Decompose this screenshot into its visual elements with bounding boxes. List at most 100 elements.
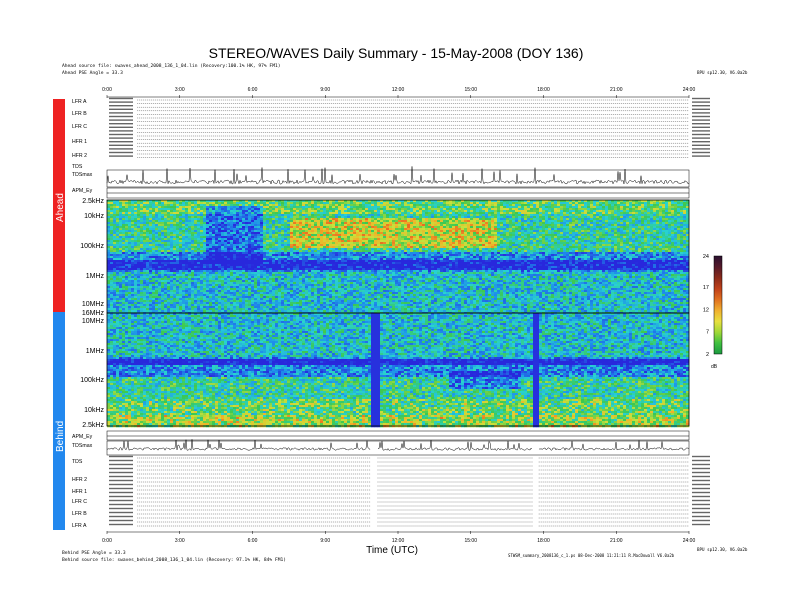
ahead-spectrogram-cell: [107, 224, 110, 226]
ahead-spectrogram-cell: [248, 300, 251, 302]
ahead-spectrogram-cell: [191, 258, 194, 260]
ahead-spectrogram-cell: [191, 238, 194, 240]
ahead-spectrogram-cell: [308, 252, 311, 254]
ahead-spectrogram-cell: [341, 222, 344, 224]
ahead-spectrogram-cell: [299, 294, 302, 296]
ahead-spectrogram-cell: [308, 282, 311, 284]
trace-range-label: [692, 116, 710, 117]
ahead-spectrogram-cell: [185, 252, 188, 254]
ahead-spectrogram-cell: [275, 204, 278, 206]
ahead-spectrogram-cell: [116, 212, 119, 214]
ahead-spectrogram-cell: [320, 214, 323, 216]
ahead-spectrogram-cell: [161, 268, 164, 270]
ahead-spectrogram-cell: [152, 226, 155, 228]
ahead-spectrogram-cell: [140, 292, 143, 294]
ahead-spectrogram-cell: [161, 226, 164, 228]
ahead-spectrogram-cell: [272, 284, 275, 286]
ahead-spectrogram-cell: [227, 258, 230, 260]
ahead-spectrogram-cell: [164, 308, 167, 310]
ahead-spectrogram-cell: [350, 230, 353, 232]
ahead-spectrogram-cell: [110, 246, 113, 248]
ahead-spectrogram-cell: [200, 230, 203, 232]
ahead-spectrogram-cell: [245, 238, 248, 240]
ahead-spectrogram-cell: [269, 298, 272, 300]
ahead-spectrogram-cell: [170, 284, 173, 286]
ahead-spectrogram-cell: [140, 228, 143, 230]
ahead-spectrogram-cell: [299, 266, 302, 268]
ahead-spectrogram-cell: [296, 278, 299, 280]
ahead-spectrogram-cell: [107, 214, 110, 216]
ahead-spectrogram-cell: [173, 244, 176, 246]
ahead-spectrogram-cell: [197, 202, 200, 204]
ahead-spectrogram-cell: [188, 282, 191, 284]
ahead-spectrogram-cell: [179, 204, 182, 206]
ahead-spectrogram-cell: [128, 284, 131, 286]
ahead-spectrogram-cell: [239, 308, 242, 310]
ahead-spectrogram-cell: [293, 252, 296, 254]
ahead-spectrogram-cell: [335, 266, 338, 268]
trace-range-label: [692, 141, 710, 142]
ahead-spectrogram-cell: [149, 288, 152, 290]
ahead-spectrogram-cell: [125, 228, 128, 230]
ahead-spectrogram-cell: [245, 290, 248, 292]
ahead-spectrogram-cell: [197, 240, 200, 242]
ahead-spectrogram-cell: [305, 262, 308, 264]
ahead-spectrogram-cell: [149, 236, 152, 238]
ahead-spectrogram-cell: [287, 294, 290, 296]
ahead-spectrogram-cell: [179, 210, 182, 212]
ahead-spectrogram-cell: [188, 220, 191, 222]
ahead-spectrogram-cell: [239, 208, 242, 210]
ahead-spectrogram-cell: [332, 246, 335, 248]
ahead-spectrogram-cell: [338, 272, 341, 274]
ahead-spectrogram-cell: [203, 224, 206, 226]
ahead-spectrogram-cell: [119, 248, 122, 250]
ahead-spectrogram-cell: [113, 224, 116, 226]
ahead-spectrogram-cell: [329, 276, 332, 278]
ahead-spectrogram-cell: [263, 262, 266, 264]
ahead-spectrogram-cell: [233, 274, 236, 276]
ahead-spectrogram-cell: [110, 224, 113, 226]
ahead-spectrogram-cell: [317, 252, 320, 254]
ahead-spectrogram-cell: [347, 278, 350, 280]
ahead-spectrogram-cell: [221, 232, 224, 234]
ahead-spectrogram-cell: [200, 252, 203, 254]
ahead-spectrogram-cell: [128, 306, 131, 308]
ahead-spectrogram-cell: [314, 228, 317, 230]
ahead-spectrogram-cell: [266, 262, 269, 264]
ahead-spectrogram-cell: [122, 260, 125, 262]
ahead-spectrogram-cell: [212, 206, 215, 208]
ahead-spectrogram-cell: [194, 278, 197, 280]
ahead-spectrogram-cell: [341, 272, 344, 274]
ahead-spectrogram-cell: [140, 308, 143, 310]
ahead-spectrogram-cell: [290, 220, 293, 222]
ahead-spectrogram-cell: [206, 256, 209, 258]
ahead-spectrogram-cell: [149, 296, 152, 298]
ahead-spectrogram-cell: [317, 264, 320, 266]
ahead-spectrogram-cell: [272, 208, 275, 210]
ahead-spectrogram-cell: [266, 212, 269, 214]
ahead-spectrogram-cell: [314, 208, 317, 210]
ahead-spectrogram-cell: [134, 218, 137, 220]
ahead-spectrogram-cell: [230, 210, 233, 212]
ahead-spectrogram-cell: [347, 222, 350, 224]
ahead-spectrogram-cell: [236, 266, 239, 268]
ahead-spectrogram-cell: [317, 224, 320, 226]
ahead-spectrogram-cell: [275, 202, 278, 204]
ahead-spectrogram-cell: [332, 230, 335, 232]
ahead-spectrogram-cell: [230, 208, 233, 210]
ahead-spectrogram-cell: [335, 284, 338, 286]
ahead-spectrogram-cell: [296, 240, 299, 242]
ahead-spectrogram-cell: [179, 276, 182, 278]
ahead-spectrogram-cell: [170, 276, 173, 278]
ahead-spectrogram-cell: [269, 276, 272, 278]
ahead-spectrogram-cell: [269, 214, 272, 216]
ahead-spectrogram-cell: [182, 280, 185, 282]
ahead-spectrogram-cell: [242, 260, 245, 262]
ahead-spectrogram-cell: [164, 288, 167, 290]
ahead-spectrogram-cell: [293, 214, 296, 216]
ahead-spectrogram-cell: [224, 304, 227, 306]
ahead-spectrogram-cell: [275, 208, 278, 210]
ahead-spectrogram-cell: [119, 274, 122, 276]
ahead-spectrogram-cell: [116, 206, 119, 208]
ahead-spectrogram-cell: [326, 252, 329, 254]
